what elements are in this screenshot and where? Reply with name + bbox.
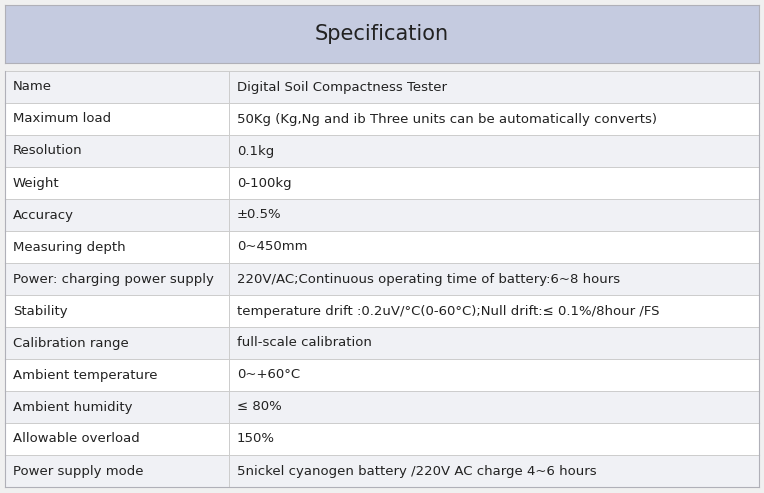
Text: ≤ 80%: ≤ 80% xyxy=(237,400,282,414)
Bar xyxy=(5,263,229,295)
Text: Maximum load: Maximum load xyxy=(13,112,111,126)
Text: Power: charging power supply: Power: charging power supply xyxy=(13,273,214,285)
Text: Stability: Stability xyxy=(13,305,68,317)
Text: 0.1kg: 0.1kg xyxy=(237,144,274,157)
Bar xyxy=(229,327,759,359)
Bar xyxy=(229,295,759,327)
Text: Name: Name xyxy=(13,80,52,94)
Bar xyxy=(229,199,759,231)
Bar xyxy=(229,359,759,391)
Text: Digital Soil Compactness Tester: Digital Soil Compactness Tester xyxy=(237,80,447,94)
Text: Ambient temperature: Ambient temperature xyxy=(13,368,157,382)
Text: Specification: Specification xyxy=(315,24,449,44)
Bar xyxy=(5,167,229,199)
Bar xyxy=(5,295,229,327)
Bar xyxy=(5,71,229,103)
Text: 50Kg (Kg,Ng and ib Three units can be automatically converts): 50Kg (Kg,Ng and ib Three units can be au… xyxy=(237,112,657,126)
Bar xyxy=(229,167,759,199)
Bar xyxy=(5,135,229,167)
Text: 0~450mm: 0~450mm xyxy=(237,241,307,253)
Bar xyxy=(229,103,759,135)
Text: 0~+60°C: 0~+60°C xyxy=(237,368,300,382)
Text: Calibration range: Calibration range xyxy=(13,337,129,350)
Text: 0-100kg: 0-100kg xyxy=(237,176,292,189)
Text: Resolution: Resolution xyxy=(13,144,83,157)
Bar xyxy=(5,231,229,263)
Text: full-scale calibration: full-scale calibration xyxy=(237,337,372,350)
Text: temperature drift :0.2uV/°C(0-60°C);Null drift:≤ 0.1%/8hour /FS: temperature drift :0.2uV/°C(0-60°C);Null… xyxy=(237,305,659,317)
Text: 220V/AC;Continuous operating time of battery:6~8 hours: 220V/AC;Continuous operating time of bat… xyxy=(237,273,620,285)
Bar xyxy=(5,5,759,63)
Bar xyxy=(5,423,229,455)
Text: Accuracy: Accuracy xyxy=(13,209,74,221)
Text: 150%: 150% xyxy=(237,432,275,446)
Bar xyxy=(229,71,759,103)
Text: 5nickel cyanogen battery /220V AC charge 4~6 hours: 5nickel cyanogen battery /220V AC charge… xyxy=(237,464,597,478)
Bar xyxy=(229,231,759,263)
Bar xyxy=(5,327,229,359)
Bar xyxy=(5,359,229,391)
Text: ±0.5%: ±0.5% xyxy=(237,209,282,221)
Bar xyxy=(229,263,759,295)
Bar xyxy=(5,103,229,135)
Bar xyxy=(229,423,759,455)
Bar xyxy=(5,455,229,487)
Text: Weight: Weight xyxy=(13,176,60,189)
Bar xyxy=(229,135,759,167)
Text: Power supply mode: Power supply mode xyxy=(13,464,144,478)
Text: Measuring depth: Measuring depth xyxy=(13,241,125,253)
Bar xyxy=(229,391,759,423)
Text: Allowable overload: Allowable overload xyxy=(13,432,140,446)
Bar xyxy=(5,391,229,423)
Text: Ambient humidity: Ambient humidity xyxy=(13,400,132,414)
Bar xyxy=(5,199,229,231)
Bar xyxy=(229,455,759,487)
